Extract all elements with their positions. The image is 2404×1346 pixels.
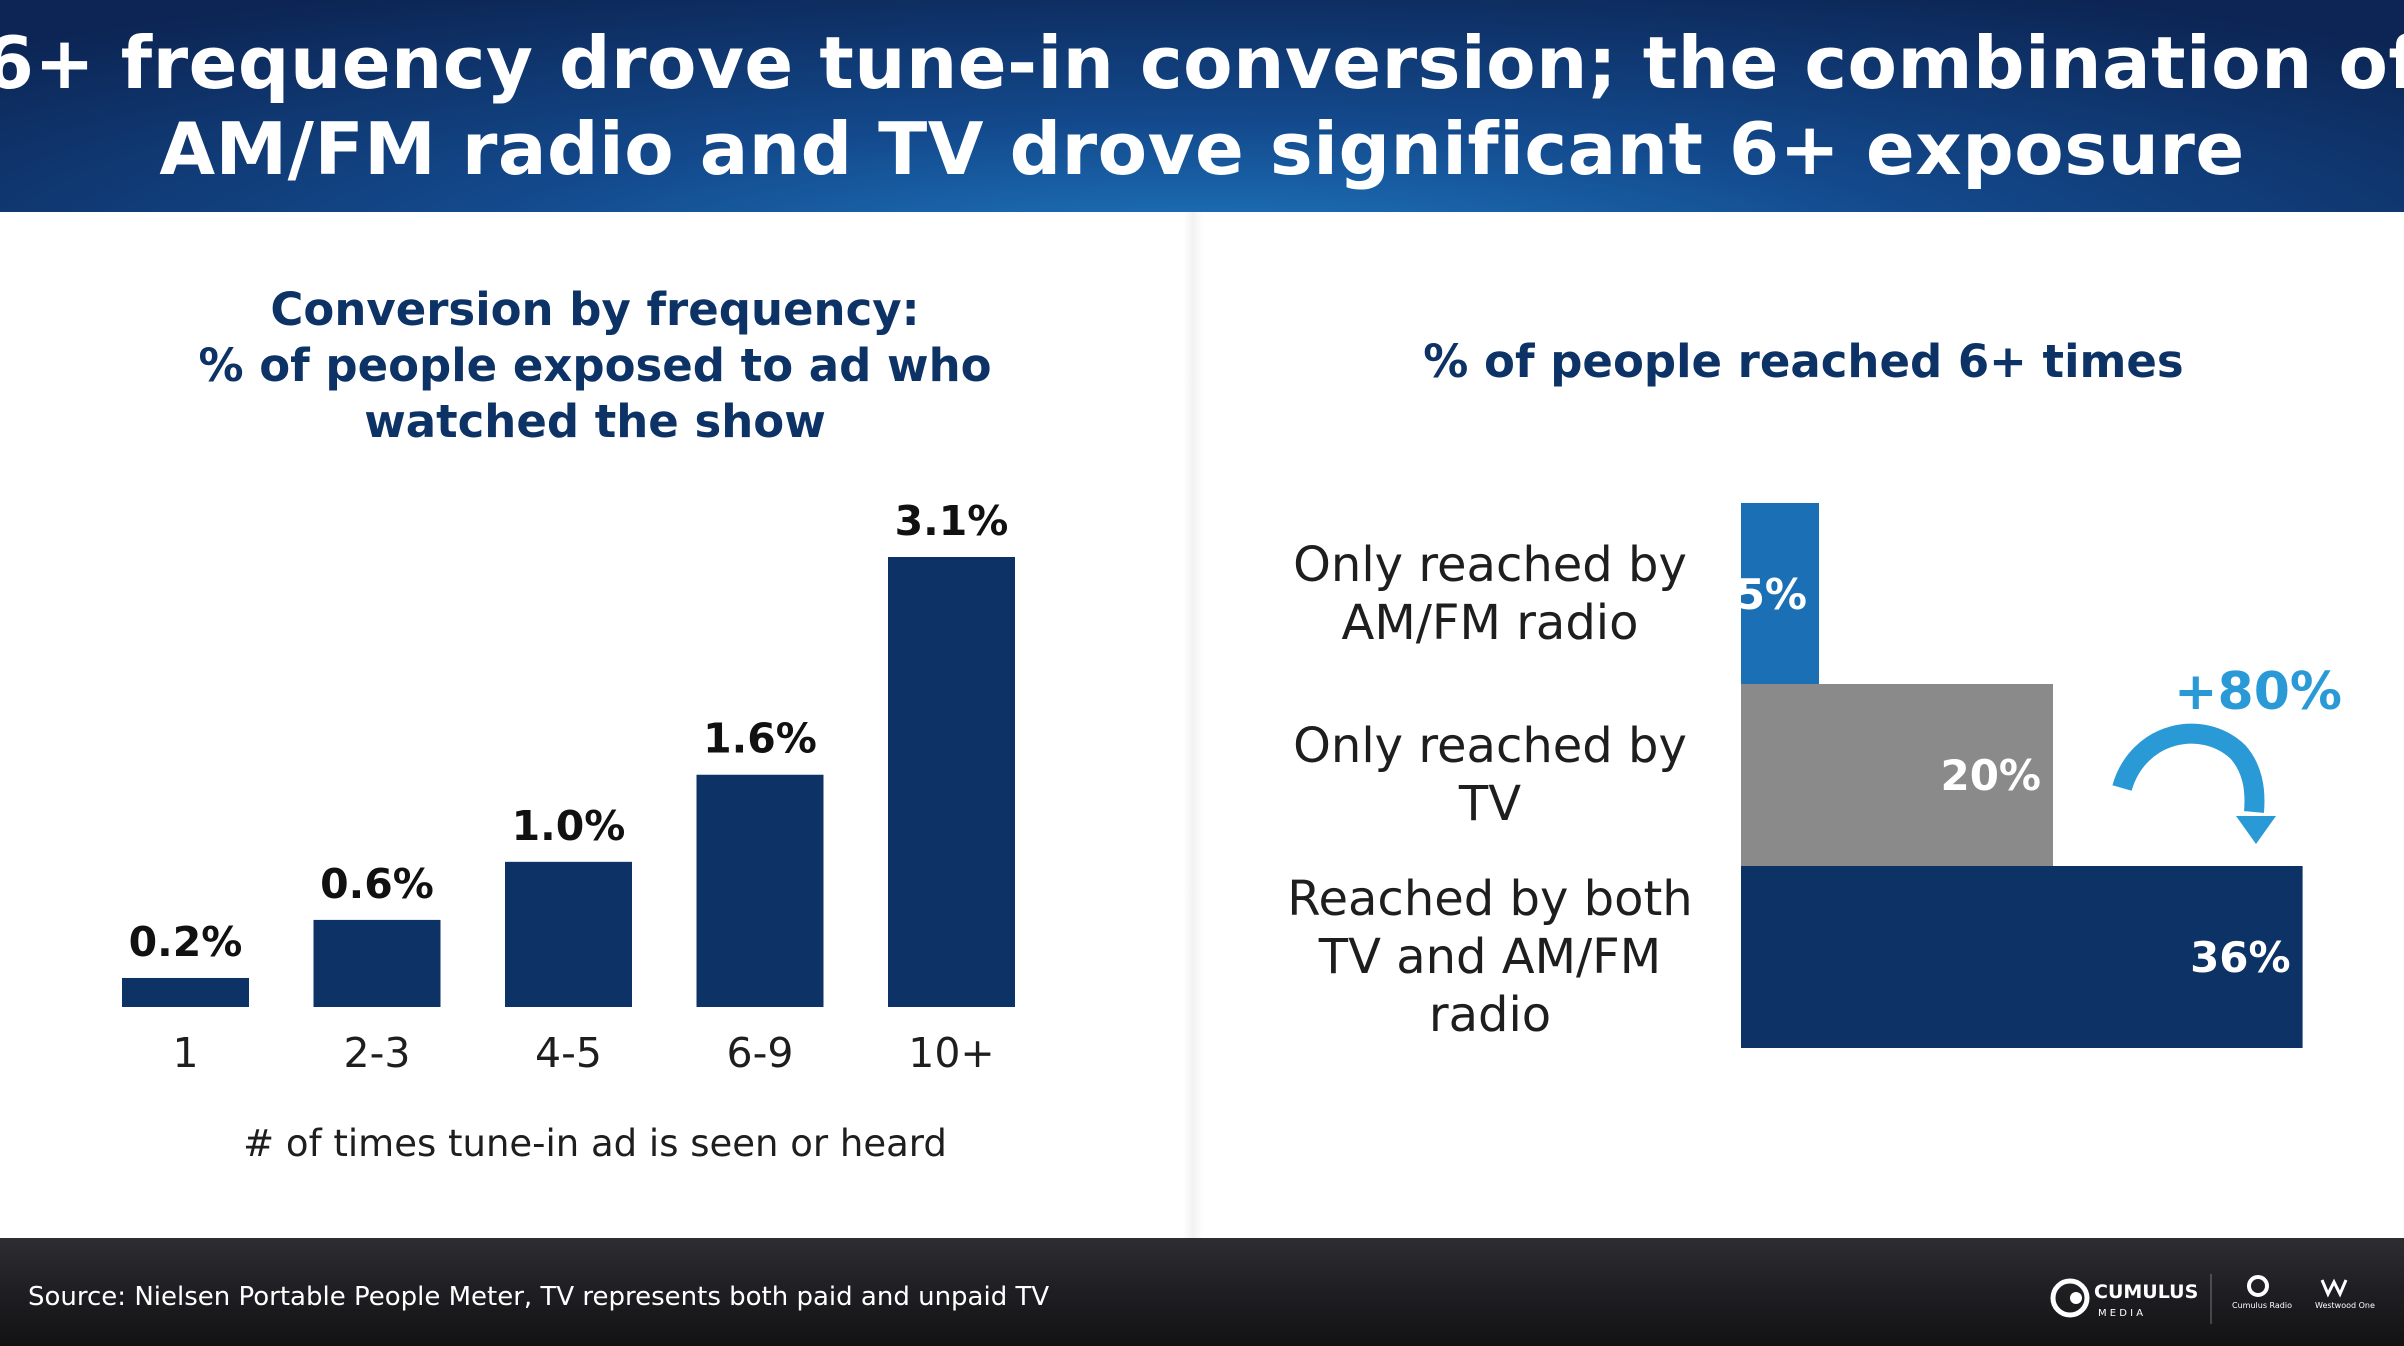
left-chart-title-line-2: % of people exposed to ad who	[198, 339, 992, 392]
westwood-one-logo-icon	[2320, 1278, 2348, 1298]
left-chart-x-axis-label: # of times tune-in ad is seen or heard	[243, 1122, 947, 1165]
bar-6-9	[696, 774, 824, 1007]
bar-value-label: 0.2%	[129, 918, 243, 966]
page-title-line-1: 6+ frequency drove tune-in conversion; t…	[0, 21, 2404, 105]
cumulus-radio-logo: Cumulus Radio	[2232, 1275, 2292, 1310]
x-tick-label: 2-3	[344, 1029, 411, 1077]
cumulus-radio-logo-icon	[2247, 1275, 2269, 1297]
bar-10+	[888, 557, 1015, 1007]
bar-value-label: 1.6%	[703, 715, 817, 763]
reach-category-label-line: radio	[1428, 987, 1552, 1043]
x-tick-label: 10+	[908, 1029, 995, 1077]
reach-bar-value-label: 5%	[1736, 570, 1807, 619]
bar-value-label: 0.6%	[320, 860, 434, 908]
reach-bar-value-label: 20%	[1940, 751, 2041, 800]
source-note: Source: Nielsen Portable People Meter, T…	[28, 1282, 1050, 1312]
arrow-head-icon	[2236, 816, 2276, 844]
left-chart-title-line-1: Conversion by frequency:	[270, 283, 920, 336]
reach-bar-1	[1741, 503, 1819, 685]
bar-value-label: 3.1%	[895, 497, 1009, 545]
bar-4-5	[505, 861, 632, 1007]
left-chart-title: Conversion by frequency: % of people exp…	[0, 282, 1190, 450]
reach-category-label: Reached by both TV and AM/FM radio	[1250, 870, 1730, 1044]
reach-category-label-line: AM/FM radio	[1341, 595, 1639, 651]
reach-category-label-line: Only reached by	[1293, 537, 1687, 593]
footer-bar	[0, 1238, 2404, 1346]
x-tick-label: 4-5	[535, 1029, 602, 1077]
reach-category-label: Only reached by AM/FM radio	[1250, 536, 1730, 652]
bar-1	[122, 977, 249, 1007]
cumulus-radio-logo-text: Cumulus Radio	[2232, 1301, 2292, 1310]
reach-bar-value-label: 36%	[2190, 933, 2291, 982]
x-tick-label: 1	[172, 1029, 198, 1077]
bar-2-3	[313, 919, 441, 1007]
westwood-one-logo-text: Westwood One	[2315, 1301, 2375, 1310]
reach-category-label-line: TV and AM/FM	[1318, 929, 1662, 985]
reach-bar-2	[1741, 684, 2053, 866]
cumulus-logo-dot	[2070, 1292, 2082, 1304]
westwood-one-logo: Westwood One	[2315, 1278, 2375, 1310]
panel-divider	[1183, 212, 1203, 1238]
reach-bar-3	[1741, 866, 2303, 1048]
reach-category-label: Only reached by TV	[1250, 717, 1730, 833]
footer-logos: CUMULUS M E D I A Cumulus Radio Westwood…	[2050, 1274, 2375, 1324]
cumulus-logo-text: CUMULUS	[2094, 1281, 2198, 1303]
left-chart-title-line-3: watched the show	[364, 395, 826, 448]
curved-arrow-icon	[2112, 723, 2265, 813]
header-banner: 6+ frequency drove tune-in conversion; t…	[0, 0, 2404, 212]
reach-category-label-line: Only reached by	[1293, 718, 1687, 774]
right-chart-title: % of people reached 6+ times	[1423, 335, 2184, 388]
x-tick-label: 6-9	[727, 1029, 794, 1077]
cumulus-logo: CUMULUS M E D I A	[2050, 1278, 2198, 1319]
reach-category-label-line: TV	[1458, 776, 1522, 832]
reach-category-label-line: Reached by both	[1287, 871, 1693, 927]
content-panel: Conversion by frequency: % of people exp…	[0, 212, 2404, 1238]
page-title-line-2: AM/FM radio and TV drove significant 6+ …	[159, 107, 2245, 191]
increase-annotation: +80%	[2174, 662, 2342, 722]
conversion-bar-chart: 0.2% 1 0.6% 2-3 1.0% 4-5 1.6% 6-9 3.1% 10+	[122, 497, 1015, 1077]
cumulus-logo-subtext: M E D I A	[2098, 1308, 2143, 1319]
bar-value-label: 1.0%	[512, 802, 626, 850]
cumulus-logo-icon	[2050, 1278, 2090, 1318]
